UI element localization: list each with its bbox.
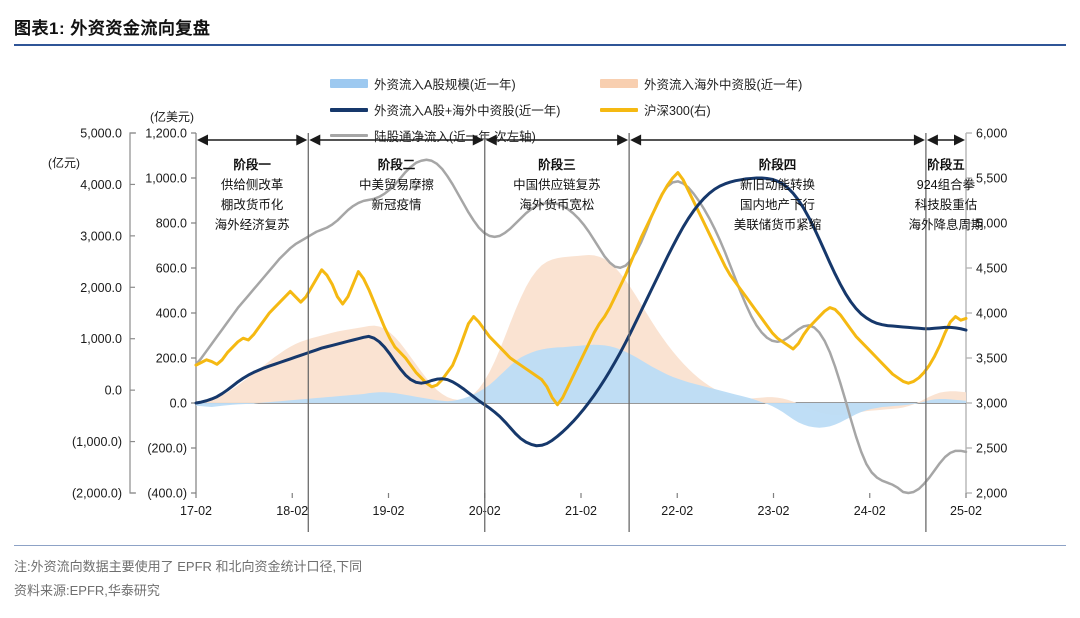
left-primary-tick-label: 800.0 [156,217,187,231]
phase-detail-line: 供给侧改革 [221,178,284,192]
legend-swatch-band-orange [600,79,638,88]
chart-plot-area: (亿美元) (亿元) 5,000.0 4,000.0 3,000.0 2,000.0 1,0… [0,92,1080,532]
x-axis-tick-label: 18-02 [276,504,308,518]
right-axis-tick-label: 5,500 [976,172,1007,186]
x-axis-tick-label: 24-02 [854,504,886,518]
x-axis-tick-label: 25-02 [950,504,982,518]
legend-swatch-line-gold [600,107,638,112]
phase-title: 阶段二 [378,157,416,172]
phase-detail-line: 国内地产下行 [740,198,815,212]
right-axis-tick-label: 4,500 [976,262,1007,276]
left-secondary-tick-label: 2,000.0 [80,281,122,295]
phase-detail-line: 海外货币宽松 [519,197,594,212]
legend-label-offshore: 外资流入海外中资股(近一年) [644,78,803,92]
left-primary-tick-label: 600.0 [156,262,187,276]
phase-detail-line: 新旧动能转换 [740,177,816,192]
left-secondary-tick-label: 1,000.0 [80,332,122,346]
legend-label-a-shares: 外资流入A股规模(近一年) [374,78,516,92]
right-axis-tick-label: 5,000 [976,217,1007,231]
left-primary-tick-label: 200.0 [156,352,187,366]
chart-source: 资料来源:EPFR,华泰研究 [14,583,160,598]
legend-swatch-line-navy [330,107,368,112]
legend-item-combined: 外资流入A股+海外中资股(近一年) [330,100,560,119]
chart-header: 图表1: 外资资金流向复盘 [14,14,1066,39]
phase-arrow-head-left [485,134,497,146]
area-offshore-china-stocks [196,254,966,416]
left-primary-tick-label: 1,200.0 [145,127,187,141]
phase-title: 阶段五 [927,157,965,172]
legend-item-hs300: 沪深300(右) [600,100,711,119]
phase-arrow-head-left [197,134,208,146]
legend-swatch-band-blue [330,79,368,88]
left-primary-unit: (亿美元) [150,109,194,124]
phase-arrow-head-right [913,134,925,146]
phase-arrow-head-right [472,134,484,146]
legend-swatch-line-gray [330,134,368,137]
left-secondary-axis-line [129,132,136,494]
footer-divider [14,545,1066,546]
phase-title: 阶段三 [538,157,576,172]
phase-arrow-head-left [309,134,321,146]
left-primary-tick-label: (400.0) [147,487,187,501]
right-axis-tick-label: 6,000 [976,127,1007,141]
phase-detail-line: 中国供应链复苏 [513,177,601,192]
phase-detail-line: 海外经济复苏 [215,217,290,232]
line-combined-inflow [194,176,968,448]
legend-item-a-shares: 外资流入A股规模(近一年) [330,74,516,93]
phase-title: 阶段四 [759,157,797,172]
phase-detail-line: 美联储货币紧缩 [734,217,822,232]
left-secondary-tick-label: 3,000.0 [80,229,122,243]
x-axis-tick-label: 19-02 [373,504,405,518]
phase-detail-line: 中美贸易摩擦 [359,177,434,192]
line-hs300-index [194,171,968,407]
phase-detail-line: 棚改货币化 [221,197,284,212]
area-a-share-inflow [196,344,966,428]
right-axis-tick-label: 3,500 [976,352,1007,366]
phase-arrow-head-left [926,134,938,146]
phase-detail-line: 924组合拳 [917,177,976,192]
phase-detail-line: 科技股重估 [915,197,978,212]
left-secondary-tick-label: (1,000.0) [72,435,122,449]
legend-label-combined: 外资流入A股+海外中资股(近一年) [374,104,561,118]
phase-arrow-head-right [617,134,629,146]
right-axis-tick-label: 3,000 [976,397,1007,411]
phase-arrow-head-right [954,134,965,146]
left-primary-tick-label: (200.0) [147,442,187,456]
x-axis-tick-label: 21-02 [565,504,597,518]
right-axis-tick-label: 2,500 [976,442,1007,456]
page-title: 图表1: 外资资金流向复盘 [14,19,211,38]
left-secondary-tick-label: 0.0 [105,384,122,398]
title-divider [14,44,1066,46]
left-primary-tick-label: 0.0 [170,397,187,411]
left-secondary-unit: (亿元) [48,155,80,170]
phase-arrow-head-right [296,134,308,146]
left-secondary-tick-label: 5,000.0 [80,127,122,141]
x-axis-tick-label: 23-02 [758,504,790,518]
phase-detail-line: 海外降息周期 [908,217,983,232]
left-secondary-tick-label: (2,000.0) [72,487,122,501]
left-primary-tick-label: 1,000.0 [145,172,187,186]
chart-svg: (亿美元) (亿元)5,000.0 4,000.0 3,000.0 2,000.0 1,0… [48,109,1007,532]
x-axis-tick-label: 22-02 [661,504,693,518]
line-northbound-netflow [194,158,968,495]
phase-arrow-head-left [630,134,642,146]
chart-note: 注:外资流向数据主要使用了 EPFR 和北向资金统计口径,下同 [14,559,363,574]
legend-label-hs300: 沪深300(右) [644,104,711,118]
left-secondary-tick-label: 4,000.0 [80,178,122,192]
right-axis-tick-label: 4,000 [976,307,1007,321]
right-axis-tick-label: 2,000 [976,487,1007,501]
legend-item-offshore: 外资流入海外中资股(近一年) [600,74,802,93]
left-primary-tick-label: 400.0 [156,307,187,321]
phase-detail-line: 新冠疫情 [372,197,422,212]
x-axis-tick-label: 17-02 [180,504,212,518]
phase-title: 阶段一 [233,157,271,172]
